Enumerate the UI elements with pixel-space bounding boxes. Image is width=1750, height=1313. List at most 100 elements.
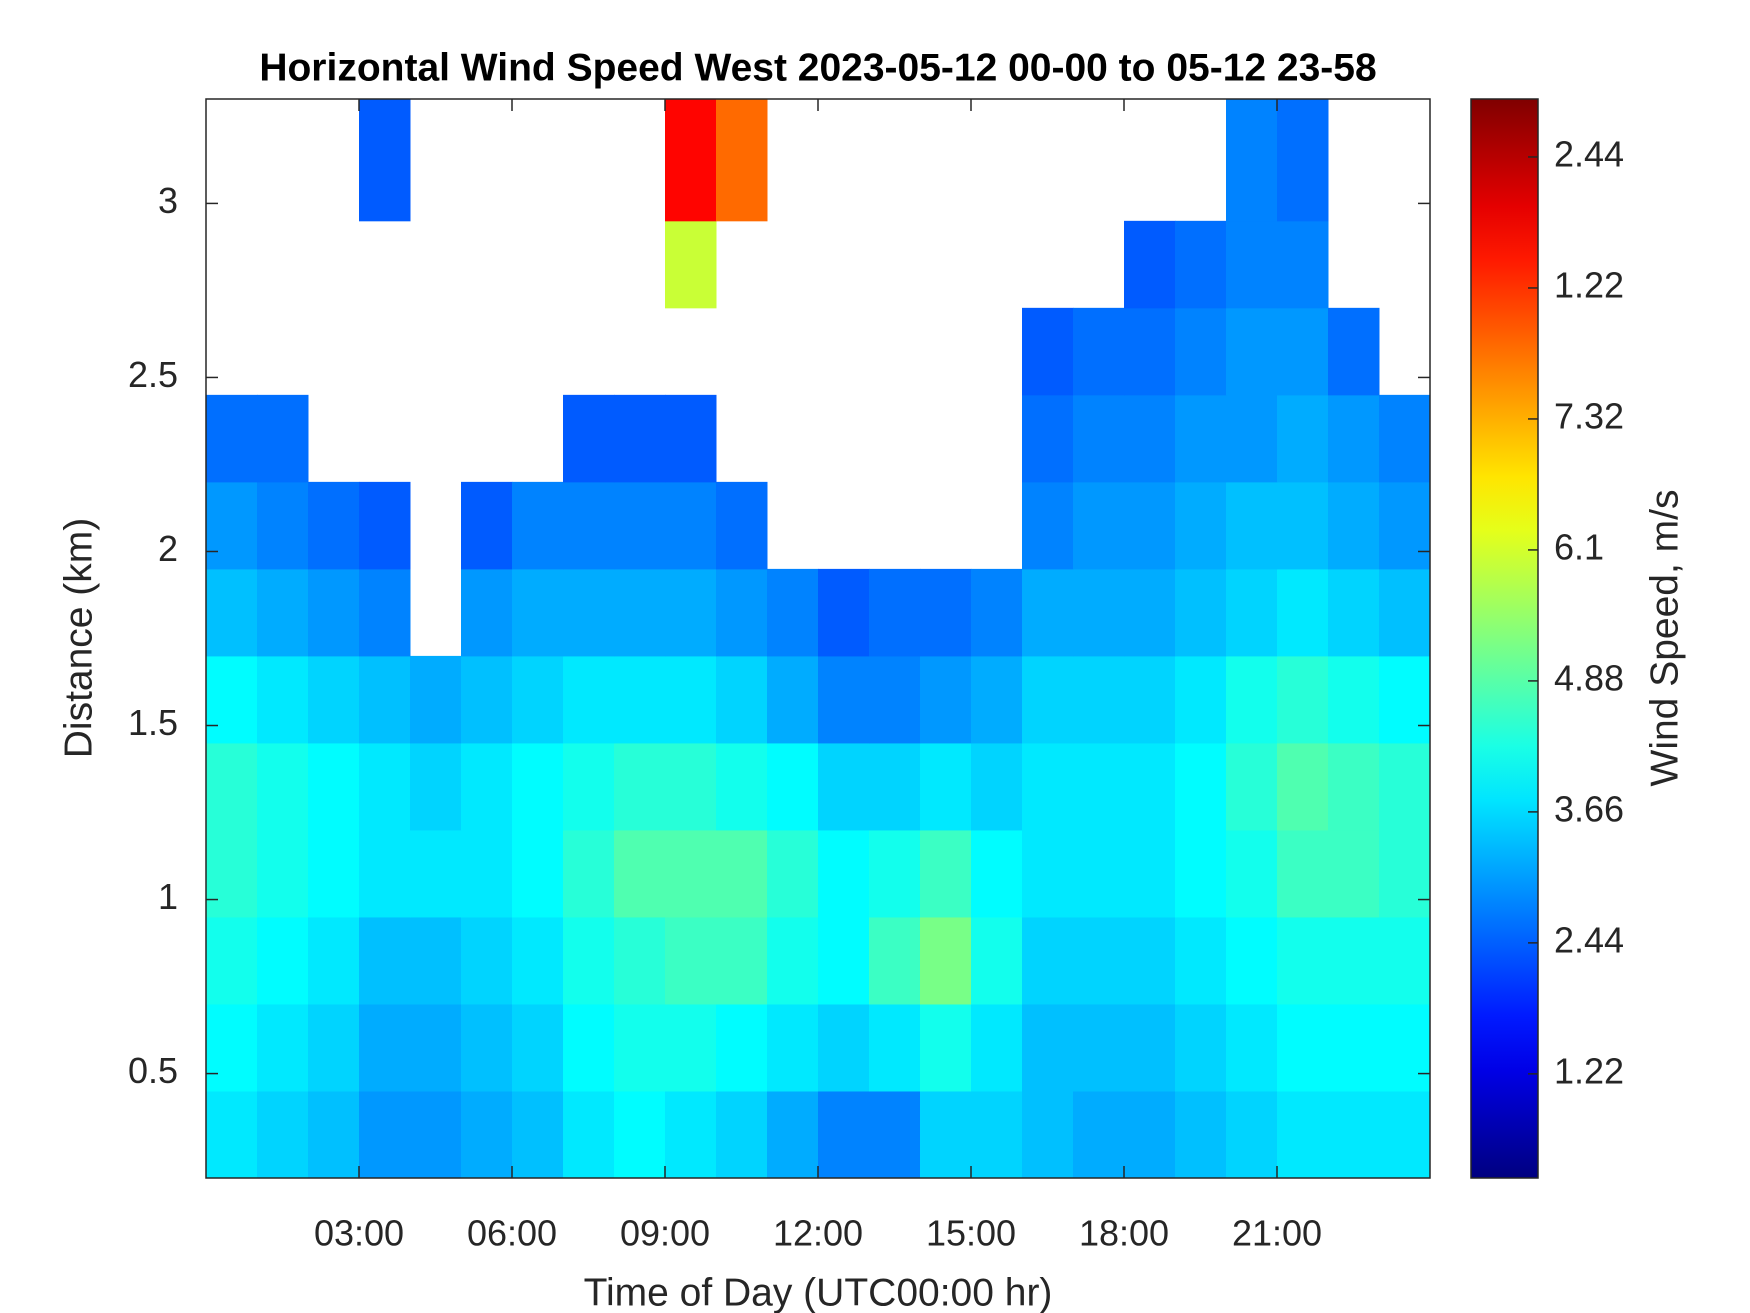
- heatmap-cell: [1073, 568, 1125, 657]
- heatmap-cell: [920, 655, 972, 744]
- heatmap-cell: [257, 829, 309, 918]
- heatmap-cell: [1226, 829, 1278, 918]
- colorbar-tick-label: 6.1: [1554, 526, 1604, 567]
- heatmap-cell: [1226, 568, 1278, 657]
- heatmap-cell: [359, 1003, 411, 1092]
- heatmap-cell: [512, 829, 564, 918]
- heatmap-cell: [1379, 829, 1431, 918]
- heatmap-cell: [614, 1003, 666, 1092]
- heatmap-cell: [920, 829, 972, 918]
- heatmap-cell: [1277, 220, 1329, 309]
- heatmap-cell: [1277, 394, 1329, 483]
- heatmap-cell: [1124, 1003, 1176, 1092]
- heatmap-cell: [206, 916, 258, 1005]
- heatmap-cell: [461, 1003, 513, 1092]
- y-tick-label: 1: [158, 876, 178, 917]
- heatmap-cell: [512, 1003, 564, 1092]
- heatmap-cell: [410, 1003, 462, 1092]
- heatmap-cell: [1175, 220, 1227, 309]
- heatmap-cell: [206, 568, 258, 657]
- heatmap-cell: [461, 481, 513, 570]
- heatmap-cell: [920, 742, 972, 831]
- heatmap-cell: [1226, 307, 1278, 396]
- y-axis-label: Distance (km): [57, 518, 100, 759]
- heatmap-cell: [971, 568, 1023, 657]
- heatmap-cell: [257, 1090, 309, 1179]
- heatmap-cell: [1073, 1003, 1125, 1092]
- heatmap-cell: [614, 1090, 666, 1179]
- heatmap-cell: [920, 1090, 972, 1179]
- heatmap-cell: [1124, 829, 1176, 918]
- heatmap-cell: [1124, 307, 1176, 396]
- heatmap-cell: [1022, 1003, 1074, 1092]
- heatmap-cell: [359, 742, 411, 831]
- heatmap-cell: [1277, 568, 1329, 657]
- heatmap-cell: [410, 829, 462, 918]
- heatmap-cell: [818, 916, 870, 1005]
- heatmap-cell: [614, 916, 666, 1005]
- heatmap-cell: [461, 742, 513, 831]
- heatmap-cell: [308, 742, 360, 831]
- heatmap-cell: [1328, 742, 1380, 831]
- heatmap-cell: [971, 916, 1023, 1005]
- heatmap-cell: [767, 742, 819, 831]
- heatmap-cell: [614, 394, 666, 483]
- y-tick-label: 2.5: [128, 354, 178, 395]
- heatmap-cell: [1022, 481, 1074, 570]
- heatmap-cell: [869, 568, 921, 657]
- heatmap-cell: [1175, 481, 1227, 570]
- heatmap-cell: [920, 1003, 972, 1092]
- heatmap-cell: [1073, 394, 1125, 483]
- heatmap-cell: [920, 568, 972, 657]
- heatmap-cell: [257, 1003, 309, 1092]
- heatmap-cell: [308, 568, 360, 657]
- heatmap-cell: [206, 1090, 258, 1179]
- heatmap-cell: [308, 1003, 360, 1092]
- heatmap-cell: [1124, 220, 1176, 309]
- heatmap-cell: [716, 742, 768, 831]
- heatmap-cell: [206, 742, 258, 831]
- heatmap-cell: [1073, 916, 1125, 1005]
- heatmap-cell: [869, 829, 921, 918]
- heatmap-cell: [1124, 655, 1176, 744]
- heatmap-cell: [818, 1003, 870, 1092]
- heatmap-cell: [971, 1090, 1023, 1179]
- heatmap-cell: [869, 916, 921, 1005]
- heatmap-cell: [614, 568, 666, 657]
- heatmap-cell: [818, 568, 870, 657]
- heatmap-cell: [1328, 307, 1380, 396]
- heatmap-cell: [308, 829, 360, 918]
- heatmap-cell: [1022, 1090, 1074, 1179]
- heatmap-cell: [1175, 655, 1227, 744]
- heatmap-cell: [818, 655, 870, 744]
- heatmap-cell: [257, 742, 309, 831]
- colorbar-tick-label: 3.66: [1554, 788, 1624, 829]
- heatmap-cell: [971, 655, 1023, 744]
- heatmap-cell: [1379, 1090, 1431, 1179]
- heatmap-cell: [869, 1003, 921, 1092]
- heatmap-cell: [359, 481, 411, 570]
- heatmap-cell: [716, 829, 768, 918]
- heatmap-cell: [1175, 1003, 1227, 1092]
- heatmap-cell: [563, 742, 615, 831]
- heatmap-cell: [359, 829, 411, 918]
- x-tick-label: 21:00: [1232, 1213, 1322, 1254]
- heatmap-cell: [512, 568, 564, 657]
- heatmap-cell: [257, 481, 309, 570]
- colorbar-tick-label: 2.44: [1554, 133, 1624, 174]
- x-axis-label: Time of Day (UTC00:00 hr): [584, 1271, 1053, 1313]
- heatmap-cell: [1073, 307, 1125, 396]
- heatmap-cell: [665, 916, 717, 1005]
- heatmap-cell: [257, 568, 309, 657]
- heatmap-cell: [1124, 568, 1176, 657]
- heatmap-cell: [563, 481, 615, 570]
- heatmap-cell: [1328, 1090, 1380, 1179]
- heatmap-cell: [461, 568, 513, 657]
- heatmap-cell: [1328, 655, 1380, 744]
- heatmap-cell: [818, 1090, 870, 1179]
- heatmap-cell: [308, 481, 360, 570]
- heatmap-cell: [410, 742, 462, 831]
- heatmap-cell: [1328, 394, 1380, 483]
- heatmap-cell: [1073, 481, 1125, 570]
- x-tick-label: 18:00: [1079, 1213, 1169, 1254]
